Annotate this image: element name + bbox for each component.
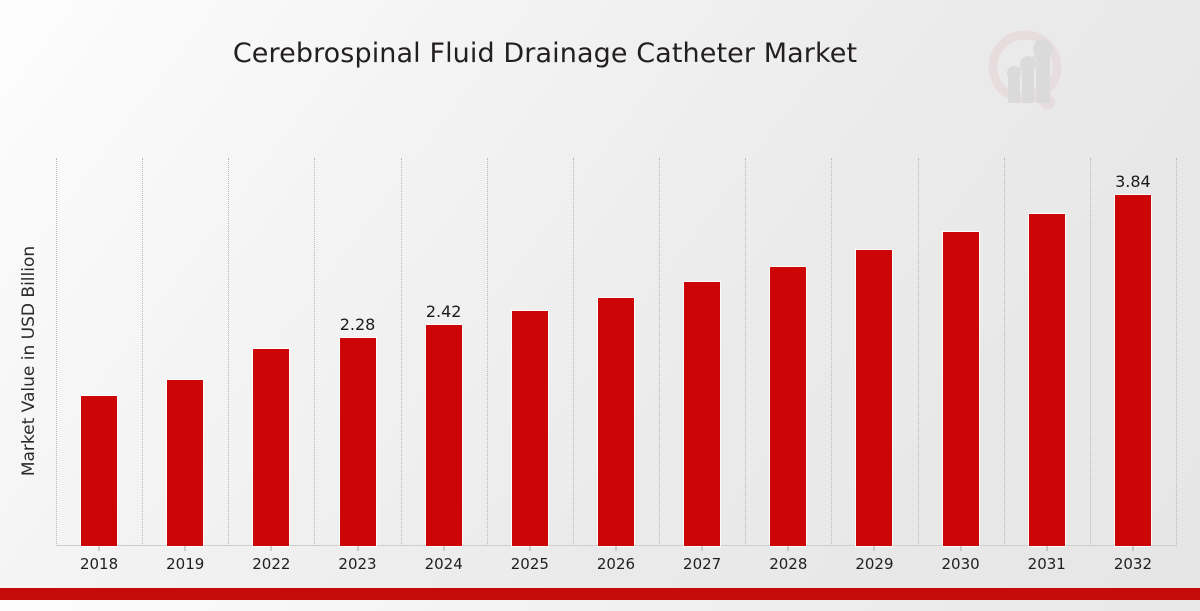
x-axis-tick-label: 2026	[596, 555, 636, 573]
x-axis-tick	[615, 546, 617, 551]
x-axis-tick	[873, 546, 875, 551]
magnifier-bar-chart-logo-icon	[978, 22, 1082, 126]
bar-group: 2030	[918, 158, 1004, 573]
x-axis-tick-label: 2028	[769, 555, 808, 573]
bar-group: 2025	[487, 158, 573, 573]
gridline	[1176, 158, 1178, 546]
gridline	[1003, 158, 1006, 546]
bar[interactable]	[511, 311, 548, 546]
x-axis-tick-label: 2025	[510, 555, 549, 573]
gridline	[745, 158, 747, 546]
x-axis-tick	[357, 546, 359, 551]
bottom-accent-band	[0, 588, 1200, 600]
bar[interactable]	[81, 396, 118, 546]
x-axis-tick-label: 2030	[941, 555, 980, 573]
bar[interactable]	[856, 250, 893, 546]
plot-area: 2018 2019 2022 2.28 2023 2.42 2024 2025 2026 2027…	[56, 158, 1178, 573]
x-axis-tick-label: 2032	[1113, 555, 1152, 573]
chart-title: Cerebrospinal Fluid Drainage Catheter Ma…	[232, 38, 858, 69]
x-axis-tick	[960, 546, 962, 551]
x-axis-tick-label: 2024	[424, 555, 463, 573]
gridline	[831, 158, 833, 546]
bar[interactable]	[1114, 195, 1151, 546]
gridline	[1089, 158, 1092, 546]
x-axis-tick	[270, 546, 272, 551]
bar[interactable]	[167, 379, 204, 546]
gridline	[572, 158, 575, 546]
bar[interactable]	[942, 231, 979, 546]
x-axis-tick-label: 2031	[1027, 555, 1066, 573]
bar-group: 3.84 2032	[1090, 158, 1176, 573]
bar[interactable]	[253, 348, 290, 546]
gridline	[659, 158, 661, 546]
bar-group: 2.28 2023	[314, 158, 400, 573]
x-axis-tick	[1132, 546, 1134, 551]
bar-group: 2027	[659, 158, 745, 573]
x-axis-tick	[1046, 546, 1048, 551]
gridline	[228, 158, 230, 546]
gridline	[314, 158, 316, 546]
x-axis-tick	[701, 546, 703, 551]
bar-group: 2.42 2024	[401, 158, 487, 573]
gridline	[917, 158, 920, 546]
x-axis-tick-label: 2018	[79, 555, 119, 573]
gridline	[56, 158, 58, 546]
bar-group: 2018	[56, 158, 142, 573]
bar-group: 2028	[745, 158, 831, 573]
gridline	[400, 158, 403, 546]
gridline	[142, 158, 144, 546]
x-axis-tick-label: 2019	[166, 555, 205, 573]
bar-group: 2031	[1004, 158, 1090, 573]
x-axis-tick-label: 2027	[683, 555, 722, 573]
x-axis-tick	[443, 546, 445, 551]
bar[interactable]	[425, 325, 462, 546]
x-axis-tick-label: 2023	[338, 555, 377, 573]
bar-group: 2022	[228, 158, 314, 573]
bar-group: 2029	[831, 158, 917, 573]
bar-value-label: 2.28	[339, 314, 376, 334]
x-axis-tick	[98, 546, 100, 551]
bar[interactable]	[597, 297, 634, 546]
bar[interactable]	[770, 266, 807, 546]
x-axis-tick	[529, 546, 531, 551]
x-axis-tick	[787, 546, 789, 551]
bar-value-label: 2.42	[425, 302, 462, 322]
bar[interactable]	[684, 282, 721, 546]
bar-group: 2019	[142, 158, 228, 573]
bar[interactable]	[339, 337, 376, 546]
gridline	[486, 158, 489, 546]
bar[interactable]	[1028, 213, 1065, 546]
bar-value-label: 3.84	[1115, 172, 1151, 192]
x-axis-tick-label: 2029	[855, 555, 894, 573]
x-axis-tick-label: 2022	[252, 555, 291, 573]
x-axis-tick	[184, 546, 186, 551]
bar-group: 2026	[573, 158, 659, 573]
y-axis-title: Market Value in USD Billion	[19, 245, 39, 477]
